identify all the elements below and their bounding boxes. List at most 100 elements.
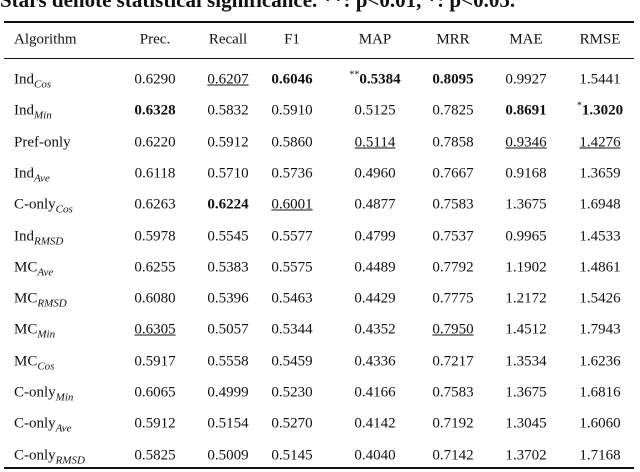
value-cell: 0.6001 [271,197,312,214]
algorithm-cell: C-onlyMin [14,384,73,404]
value-cell: 1.4861 [579,259,620,276]
value-cell: 0.6290 [134,72,175,89]
value-cell: *1.3020 [576,100,624,120]
value-cell: 0.4429 [354,291,395,308]
value: 0.5917 [134,353,176,370]
algorithm-cell: IndRMSD [14,228,63,247]
algorithm-name: C-only [14,196,56,213]
algorithm-name: Ind [14,228,34,244]
value-cell: 0.4489 [354,259,395,276]
value: 0.6290 [134,71,176,88]
value: 0.5577 [271,228,313,244]
value-cell: 0.5145 [271,447,312,464]
value-cell: 0.5344 [271,322,312,339]
value-cell: 0.6255 [134,259,175,276]
value: 0.4960 [354,165,396,182]
value: 1.3659 [579,165,621,182]
value-cell: 0.5545 [207,228,248,245]
value-cell: 1.2172 [505,291,546,308]
value: 0.9965 [505,228,547,244]
value-cell: 0.4142 [354,416,395,433]
value: 0.7825 [432,102,474,119]
value-cell: 1.5441 [579,72,620,89]
value: 0.6328 [134,102,176,119]
value-cell: 1.3659 [579,165,620,182]
algorithm-name: C-only [14,447,56,464]
value-cell: 0.5912 [207,134,248,151]
top-rule [4,21,634,23]
value-cell: 0.8095 [432,72,473,89]
value-cell: 0.5396 [207,291,248,308]
header-cell: Prec. [139,31,171,48]
value: 0.5154 [207,415,249,432]
value: 0.5145 [271,447,313,464]
value: 1.5441 [579,71,621,88]
algorithm-name: Ind [14,71,34,88]
value-cell: 0.7792 [432,259,473,276]
value-cell: 0.6220 [134,134,175,151]
value-cell: 0.7775 [432,291,473,308]
value: 1.4276 [579,134,621,151]
value-cell: 0.5270 [271,416,312,433]
value-cell: 0.5710 [207,165,248,182]
value: 0.5344 [271,321,313,338]
value-cell: 0.4336 [354,353,395,370]
value: 0.7192 [432,415,474,432]
algorithm-subscript: Cos [34,78,52,91]
algorithm-name: C-only [14,384,56,401]
value: 0.4877 [354,196,396,213]
value-cell: 0.5832 [207,103,248,120]
value-cell: 0.5459 [271,353,312,370]
value-cell: 0.7192 [432,416,473,433]
value-cell: 1.3675 [505,197,546,214]
algorithm-name: C-only [14,415,56,432]
value-cell: 0.5114 [355,134,396,151]
value: 0.5384 [359,71,401,88]
header-cell: Algorithm [14,31,77,48]
value-cell: 1.6948 [579,197,620,214]
value-cell: 0.9927 [505,72,546,89]
value-cell: 0.7950 [432,322,473,339]
value: 0.7583 [432,196,474,213]
algorithm-subscript: Min [34,109,52,122]
value: 0.5825 [134,447,176,464]
value: 1.6236 [579,353,621,370]
value-cell: 0.5912 [134,416,175,433]
value-cell: 0.6305 [134,322,175,339]
significance-stars: ** [349,69,360,81]
value-cell: 0.5558 [207,353,248,370]
value-cell: 0.6080 [134,291,175,308]
value-cell: 0.6046 [271,72,312,89]
value: 1.4533 [579,228,621,244]
algorithm-subscript: Cos [37,360,55,373]
value: 1.4512 [505,321,547,338]
value-cell: 0.7858 [432,134,473,151]
value: 1.3020 [581,102,624,119]
value: 0.6305 [134,321,176,338]
value-cell: 0.6263 [134,197,175,214]
value-cell: 0.7667 [432,165,473,182]
value: 0.4429 [354,290,396,307]
value-cell: 0.4352 [354,322,395,339]
algorithm-cell: MCRMSD [14,291,67,310]
header-cell: MRR [436,31,470,48]
value-cell: 0.5154 [207,416,248,433]
value-cell: 0.5736 [271,165,312,182]
algorithm-subscript: Ave [34,172,50,185]
significance-stars: * [576,100,582,112]
value: 0.5832 [207,102,249,119]
value-cell: 0.7142 [432,447,473,464]
value: 1.3534 [505,353,547,370]
algorithm-cell: MCCos [14,353,55,373]
value-cell: 0.9965 [505,228,546,245]
value-cell: 0.6207 [207,72,248,89]
value-cell: 0.6328 [134,103,175,120]
value: 0.5057 [207,321,249,338]
value: 0.5558 [207,353,249,370]
algorithm-name: Ind [14,165,34,182]
value: 0.7667 [432,165,474,182]
header-cell: MAP [358,31,392,48]
value: 1.6816 [579,384,621,401]
value-cell: 0.5383 [207,259,248,276]
